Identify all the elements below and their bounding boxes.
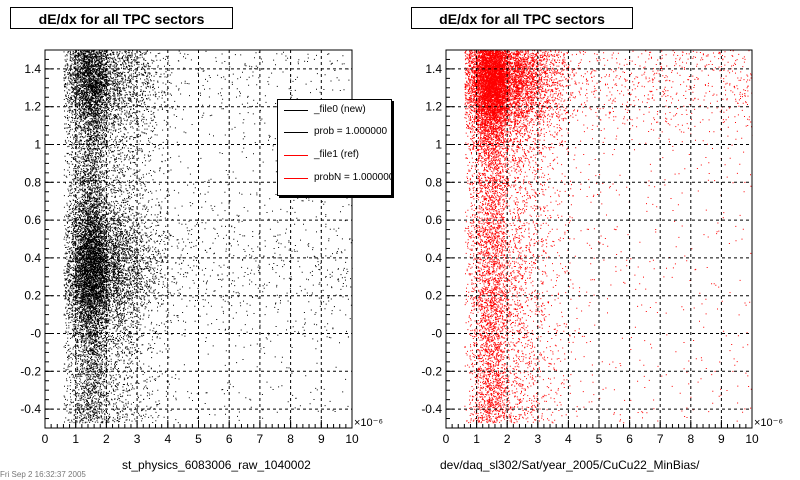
y-tick-label: 1.4	[425, 62, 442, 76]
y-tick-label: 1.2	[425, 100, 442, 114]
right-panel-title: dE/dx for all TPC sectors	[411, 7, 633, 29]
x-tick-label: 2	[103, 432, 110, 446]
y-tick-label: -0.2	[20, 364, 41, 378]
x-tick-label: 10	[345, 432, 359, 446]
legend-swatch	[284, 110, 308, 111]
legend-label: probN = 1.000000	[314, 172, 392, 183]
legend-item: _file0 (new)	[278, 100, 391, 120]
left-x-axis-label: st_physics_6083006_raw_1040002	[122, 458, 311, 472]
x-tick-label: 6	[226, 432, 233, 446]
y-tick-label: -0	[431, 327, 442, 341]
right-x-axis-label: dev/daq_sl302/Sat/year_2005/CuCu22_MinBi…	[440, 458, 700, 472]
x-tick-label: 9	[318, 432, 325, 446]
x-tick-label: 5	[596, 432, 603, 446]
y-tick-label: 1.4	[24, 62, 41, 76]
y-tick-label: -0.2	[421, 364, 442, 378]
y-tick-label: 0.6	[24, 213, 41, 227]
x-tick-label: 2	[504, 432, 511, 446]
x-tick-label: 6	[626, 432, 633, 446]
x-exponent-label: ×10⁻⁶	[354, 417, 383, 429]
legend-label: prob = 1.000000	[314, 126, 388, 137]
x-tick-label: 3	[134, 432, 141, 446]
scatter-marks	[464, 50, 753, 424]
x-tick-label: 5	[195, 432, 202, 446]
scatter-points	[464, 50, 753, 424]
x-tick-label: 1	[72, 432, 79, 446]
x-tick-label: 8	[687, 432, 694, 446]
y-tick-label: 0.6	[425, 213, 442, 227]
scatter-points	[63, 50, 353, 424]
legend-swatch	[284, 155, 308, 156]
y-tick-label: 0.2	[425, 289, 442, 303]
x-tick-label: 4	[164, 432, 171, 446]
x-tick-label: 9	[718, 432, 725, 446]
timestamp-footer: Fri Sep 2 16:32:37 2005	[0, 470, 86, 479]
x-tick-label: 0	[42, 432, 49, 446]
x-tick-label: 0	[443, 432, 450, 446]
legend-item: probN = 1.000000	[278, 168, 392, 188]
x-tick-label: 3	[534, 432, 541, 446]
legend-label: _file0 (new)	[314, 104, 366, 115]
y-tick-label: 1	[34, 138, 41, 152]
legend-item: _file1 (ref)	[278, 145, 391, 165]
legend-swatch	[284, 132, 308, 133]
y-tick-label: 1.2	[24, 100, 41, 114]
legend: _file0 (new) prob = 1.000000 _file1 (ref…	[277, 99, 392, 196]
y-tick-label: 1	[435, 138, 442, 152]
y-tick-label: 0.8	[425, 175, 442, 189]
y-tick-label: 0.4	[24, 251, 41, 265]
left-panel-title: dE/dx for all TPC sectors	[10, 7, 233, 29]
y-tick-label: -0.4	[421, 402, 442, 416]
x-tick-label: 1	[473, 432, 480, 446]
y-tick-label: 0.2	[24, 289, 41, 303]
x-exponent-label: ×10⁻⁶	[754, 417, 783, 429]
x-tick-label: 7	[257, 432, 264, 446]
y-tick-label: 0.8	[24, 175, 41, 189]
legend-item: prob = 1.000000	[278, 122, 391, 142]
x-tick-label: 10	[745, 432, 759, 446]
x-tick-label: 8	[287, 432, 294, 446]
scatter-panel: 0 1 2 3 4 5 6 7 8 9 10 -0.4 -0.2 -0 0.2 0.4 0.6 0.8 1 1.2 1.…	[421, 49, 783, 446]
y-tick-label: -0	[30, 327, 41, 341]
y-tick-label: 0.4	[425, 251, 442, 265]
y-tick-label: -0.4	[20, 402, 41, 416]
legend-label: _file1 (ref)	[314, 149, 360, 160]
x-tick-label: 4	[565, 432, 572, 446]
x-tick-label: 7	[657, 432, 664, 446]
legend-swatch	[284, 178, 308, 179]
scatter-marks	[63, 50, 353, 424]
